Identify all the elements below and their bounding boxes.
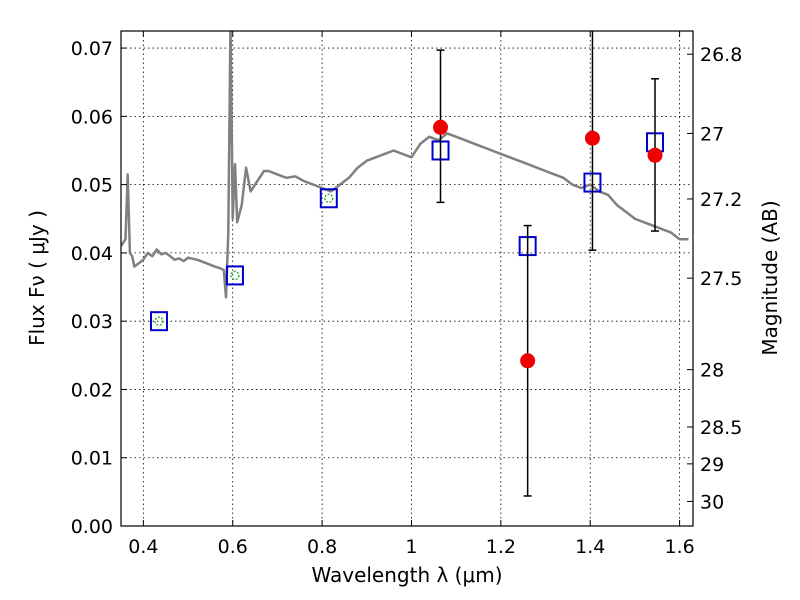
spectrum-line	[121, 31, 689, 299]
x-tick-label: 1.6	[664, 536, 694, 558]
y2-tick-label: 28.5	[700, 417, 742, 439]
y-tick-label: 0.01	[71, 448, 113, 470]
x-tick-label: 1.2	[486, 536, 516, 558]
y-tick-label: 0.03	[71, 311, 113, 333]
y-axis-label: Flux Fν ( μJy )	[25, 210, 49, 346]
x-tick-label: 1.4	[575, 536, 605, 558]
x-axis-label: Wavelength λ (μm)	[311, 563, 502, 587]
green-detection-marker	[154, 316, 164, 326]
red-observed-point	[520, 353, 536, 369]
model-square-marker	[149, 311, 168, 332]
green-detection-marker	[230, 270, 240, 281]
y2-axis-label: Magnitude (AB)	[758, 200, 782, 355]
x-tick-label: 1	[405, 536, 417, 558]
plot-frame	[120, 30, 694, 527]
model-square-marker	[319, 188, 338, 209]
y-tick-label: 0.05	[71, 175, 113, 197]
y2-tick-label: 27.2	[700, 189, 742, 211]
y-tick-label: 0.07	[71, 38, 113, 60]
y-tick-label: 0.02	[71, 379, 113, 401]
red-observed-point	[433, 119, 449, 135]
y2-tick-label: 26.8	[700, 44, 742, 66]
y-tick-label: 0.04	[71, 243, 113, 265]
y2-tick-label: 29	[700, 454, 724, 476]
y-tick-label: 0.06	[71, 106, 113, 128]
tick-layer: 0.4 0.6 0.8 1 1.2 1.4 1.6 0.00 0.01 0.02 0.03 0.04 0…	[71, 31, 742, 558]
y2-tick-label: 30	[700, 491, 724, 513]
y-tick-label: 0.00	[71, 516, 113, 538]
y2-tick-label: 27	[700, 123, 724, 145]
y2-tick-label: 28	[700, 360, 724, 382]
x-tick-label: 0.6	[218, 536, 248, 558]
data-layer	[121, 31, 689, 332]
model-square-marker	[225, 265, 244, 286]
red-observed-point	[647, 147, 663, 163]
x-tick-label: 0.8	[307, 536, 337, 558]
error-bar-layer	[433, 31, 663, 497]
grid-lines	[121, 31, 693, 527]
red-observed-point	[584, 130, 600, 146]
y2-tick-label: 27.5	[700, 268, 742, 290]
green-detection-marker	[324, 193, 334, 203]
x-tick-label: 0.4	[128, 536, 158, 558]
